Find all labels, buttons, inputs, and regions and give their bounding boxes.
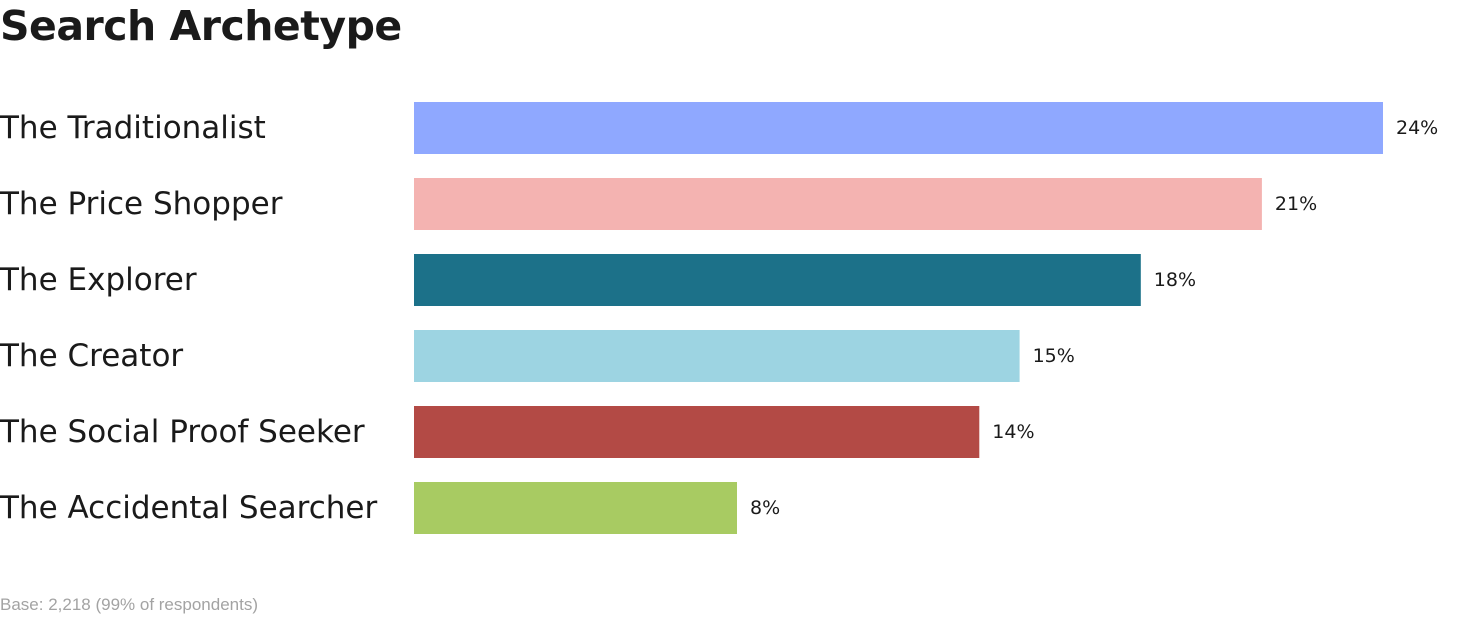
bar-the-creator bbox=[414, 330, 1020, 382]
base-footnote: Base: 2,218 (99% of respondents) bbox=[0, 595, 258, 614]
bar-the-price-shopper bbox=[414, 178, 1262, 230]
category-label-the-social-proof-seeker: The Social Proof Seeker bbox=[0, 414, 365, 450]
category-label-the-creator: The Creator bbox=[0, 338, 183, 374]
bar-the-social-proof-seeker bbox=[414, 406, 980, 458]
category-label-the-traditionalist: The Traditionalist bbox=[0, 110, 266, 146]
value-label-the-accidental-searcher: 8% bbox=[750, 497, 780, 519]
bar-chart: The Traditionalist 24% The Price Shopper 21… bbox=[0, 102, 1438, 534]
category-label-the-accidental-searcher: The Accidental Searcher bbox=[0, 490, 377, 526]
value-label-the-traditionalist: 24% bbox=[1396, 117, 1438, 139]
value-label-the-price-shopper: 21% bbox=[1275, 193, 1317, 215]
value-label-the-creator: 15% bbox=[1033, 345, 1075, 367]
value-label-the-explorer: 18% bbox=[1154, 269, 1196, 291]
category-label-the-price-shopper: The Price Shopper bbox=[0, 186, 283, 222]
bar-the-explorer bbox=[414, 254, 1141, 306]
bar-the-traditionalist bbox=[414, 102, 1383, 154]
value-label-the-social-proof-seeker: 14% bbox=[992, 421, 1034, 443]
chart-title: Search Archetype bbox=[0, 2, 402, 50]
bar-the-accidental-searcher bbox=[414, 482, 737, 534]
category-label-the-explorer: The Explorer bbox=[0, 262, 197, 298]
